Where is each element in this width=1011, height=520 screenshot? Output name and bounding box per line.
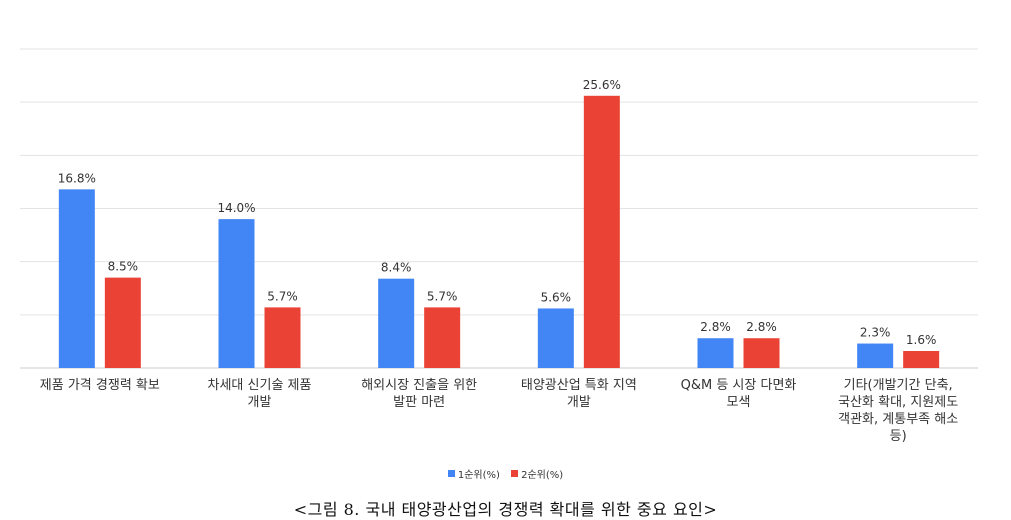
bar-series-1-cat-6 [857,343,894,368]
bar-series-1-cat-3 [378,278,415,368]
bar-series-2-cat-1 [104,277,141,368]
legend-swatch-series-2 [511,470,519,477]
data-label-series-1-cat-3: 8.4% [381,261,412,275]
data-label-series-2-cat-5: 2.8% [746,320,777,334]
category-label-4: 태양광산업 특화 지역 개발 [520,378,637,410]
data-label-series-2-cat-6: 1.6% [906,333,937,347]
data-label-series-2-cat-1: 8.5% [108,260,139,274]
data-label-series-1-cat-6: 2.3% [860,326,891,340]
bar-series-2-cat-5 [743,338,780,368]
bar-series-1-cat-4 [537,308,574,368]
bar-series-1-cat-5 [697,338,734,368]
legend-item-series-2: 2순위(%) [511,466,563,481]
category-label-2: 차세대 신기술 제품 개발 [207,378,312,410]
data-label-series-2-cat-3: 5.7% [427,289,458,303]
category-label-1: 제품 가격 경쟁력 확보 [39,378,160,393]
category-label-3: 해외시장 진출을 위한 발판 마련 [361,378,478,410]
bar-series-2-cat-6 [903,350,940,368]
legend: 1순위(%) 2순위(%) [0,466,1011,481]
bar-series-2-cat-3 [424,307,461,368]
legend-item-series-1: 1순위(%) [447,466,500,481]
category-label-5: Q&M 등 시장 다면화 모색 [680,378,797,410]
bar-series-2-cat-4 [583,95,620,368]
legend-label-series-1: 1순위(%) [457,470,500,481]
data-label-series-1-cat-2: 14.0% [217,201,255,215]
bar-chart: 16.8% 8.5% 14.0% 5.7% 8.4% 5.7% 5.6% 25.6% 2.8% 2… [20,48,978,369]
category-label-6: 기타(개발기간 단축, 국산화 확대, 지원제도 객관화, 계통부족 해소 등) [838,378,959,444]
data-label-series-2-cat-2: 5.7% [267,289,298,303]
figure-caption: <그림 8. 국내 태양광산업의 경쟁력 확대를 위한 중요 요인> [293,500,718,519]
bar-series-1-cat-1 [58,189,95,368]
bar-series-2-cat-2 [264,307,301,368]
data-label-series-1-cat-4: 5.6% [541,290,572,304]
data-label-series-1-cat-1: 16.8% [58,171,96,185]
legend-swatch-series-1 [447,470,455,477]
data-label-series-2-cat-4: 25.6% [583,78,621,92]
legend-label-series-2: 2순위(%) [521,470,564,481]
data-label-series-1-cat-5: 2.8% [700,320,731,334]
bar-series-1-cat-2 [218,219,255,368]
